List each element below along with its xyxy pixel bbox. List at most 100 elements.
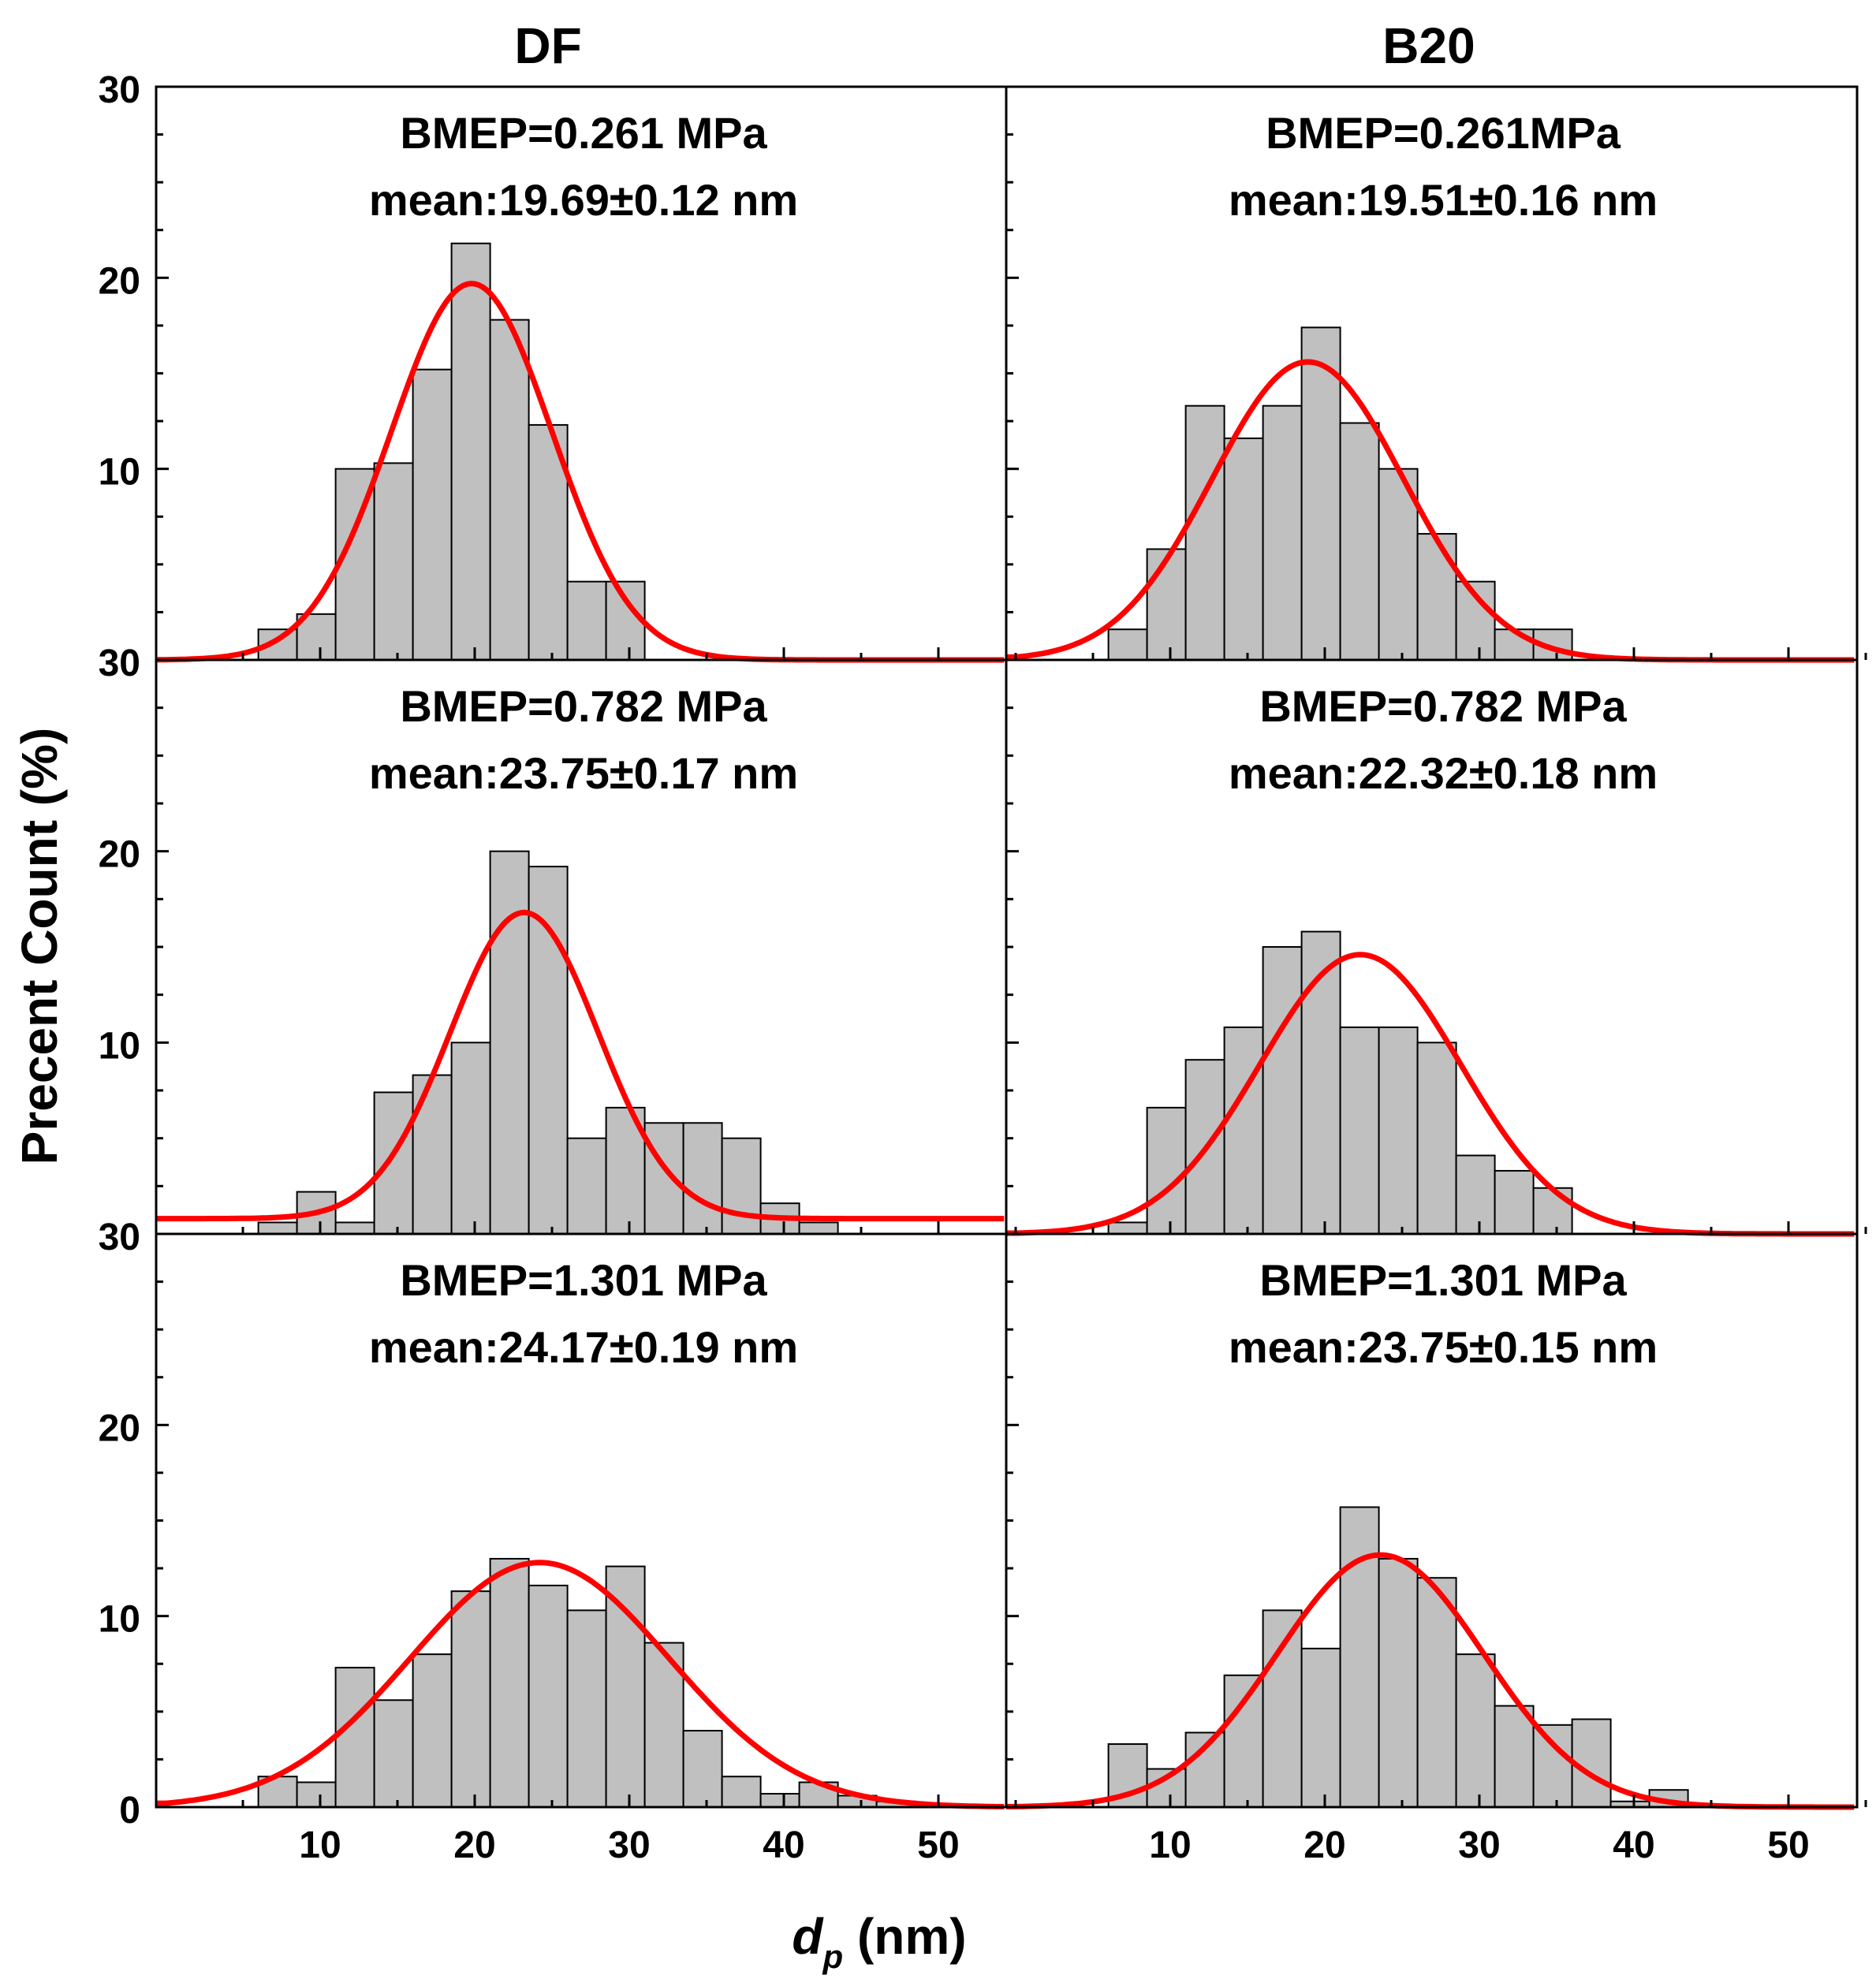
- bar: [528, 1584, 569, 1808]
- bar: [566, 1609, 607, 1808]
- bar: [1494, 1705, 1535, 1808]
- bar: [1494, 628, 1535, 662]
- panel-label-bmep: BMEP=0.782 MPa: [1259, 681, 1627, 731]
- bar: [1223, 1674, 1264, 1809]
- bar: [373, 1091, 414, 1235]
- x-tick-label: 10: [1149, 1824, 1191, 1866]
- bar: [1300, 930, 1341, 1235]
- y-tick-label: 10: [99, 1025, 140, 1067]
- column-title-b20: B20: [1382, 17, 1475, 74]
- bar: [1184, 404, 1225, 661]
- x-tick-label: 20: [453, 1824, 495, 1866]
- y-tick-label: 10: [99, 452, 140, 494]
- bar: [489, 1557, 530, 1808]
- bar: [450, 1042, 491, 1235]
- x-tick-label: 20: [1304, 1824, 1345, 1866]
- x-tick-label: 40: [1613, 1824, 1654, 1866]
- bar: [412, 1074, 453, 1235]
- bar: [1378, 1557, 1419, 1808]
- bar: [605, 580, 646, 661]
- bar: [798, 1221, 839, 1235]
- bar: [1262, 1609, 1303, 1808]
- bar: [1262, 404, 1303, 661]
- bar: [1532, 1187, 1573, 1235]
- x-axis-label: dp (nm): [792, 1908, 966, 1975]
- bar: [682, 1730, 723, 1808]
- y-tick-label: 30: [99, 69, 140, 111]
- bar: [798, 1781, 839, 1808]
- y-tick-label: 20: [99, 1407, 140, 1449]
- bar: [643, 1122, 684, 1235]
- bar: [1494, 1169, 1535, 1235]
- y-tick-label: 30: [99, 643, 140, 684]
- bar: [412, 368, 453, 661]
- bar: [1262, 946, 1303, 1235]
- bar: [373, 462, 414, 661]
- panel-label-mean: mean:22.32±0.18 nm: [1229, 748, 1658, 798]
- bar: [296, 1781, 337, 1808]
- x-axis-label-unit: (nm): [843, 1908, 966, 1965]
- bar: [1339, 1506, 1380, 1808]
- bar: [1107, 628, 1148, 662]
- bar: [1300, 1647, 1341, 1808]
- y-tick-label: 20: [99, 260, 140, 302]
- bar: [1416, 1042, 1457, 1235]
- bar: [1107, 1221, 1148, 1235]
- panel-b20-b: BMEP=0.782 MPa mean:22.32±0.18 nm: [1006, 681, 1855, 1237]
- bar: [450, 1590, 491, 1808]
- bar: [373, 1699, 414, 1808]
- bar: [1416, 1577, 1457, 1808]
- bar: [1416, 533, 1457, 661]
- bar: [721, 1776, 762, 1808]
- bar: [334, 1221, 375, 1235]
- panel-label-bmep: BMEP=0.261 MPa: [400, 108, 767, 158]
- bar: [682, 1122, 723, 1235]
- bar: [1146, 1106, 1187, 1235]
- panel-label-bmep: BMEP=0.261MPa: [1266, 108, 1621, 158]
- panel-label-mean: mean:23.75±0.15 nm: [1229, 1322, 1658, 1372]
- x-tick-label: 30: [1458, 1824, 1500, 1866]
- panel-label-bmep: BMEP=0.782 MPa: [400, 681, 767, 731]
- x-tick-label: 30: [608, 1824, 650, 1866]
- bar: [1532, 1724, 1573, 1808]
- y-tick-label: 20: [99, 834, 140, 876]
- panel-df-a: BMEP=0.261 MPa mean:19.69±0.12 nm: [156, 108, 1005, 663]
- bar: [1223, 1026, 1264, 1235]
- panel-label-mean: mean:19.51±0.16 nm: [1229, 175, 1658, 225]
- bar: [528, 866, 569, 1235]
- panel-df-b: BMEP=0.782 MPa mean:23.75±0.17 nm: [156, 681, 1005, 1235]
- x-tick-label: 10: [299, 1824, 341, 1866]
- axes-group: 30 20 10 30 20 10 30 20 10 0 10 20 30 40 50 10 20 30 40 50: [99, 69, 1867, 1866]
- panel-b20-a: BMEP=0.261MPa mean:19.51±0.16 nm: [1006, 108, 1855, 663]
- panel-label-mean: mean:19.69±0.12 nm: [369, 175, 798, 225]
- bar: [450, 242, 491, 662]
- bar: [759, 1793, 800, 1808]
- x-axis-label-main: d: [792, 1908, 824, 1965]
- x-axis-label-sub: p: [822, 1938, 844, 1975]
- fit-curve: [1006, 1552, 1855, 1810]
- bar: [257, 1221, 298, 1235]
- bar: [1146, 548, 1187, 661]
- bar: [1378, 1026, 1419, 1235]
- bar: [566, 1137, 607, 1235]
- bar: [1455, 1154, 1496, 1235]
- bar: [489, 319, 530, 661]
- y-axis-label: Precent Count (%): [11, 728, 68, 1165]
- bar: [1455, 1653, 1496, 1808]
- bar: [412, 1653, 453, 1808]
- bar: [489, 850, 530, 1235]
- panel-label-bmep: BMEP=1.301 MPa: [400, 1255, 767, 1305]
- bar: [1223, 437, 1264, 661]
- panel-df-c: BMEP=1.301 MPa mean:24.17±0.19 nm: [156, 1255, 1005, 1809]
- x-tick-label: 50: [917, 1824, 959, 1866]
- bar: [334, 1667, 375, 1809]
- y-tick-label: 10: [99, 1599, 140, 1641]
- panel-label-mean: mean:24.17±0.19 nm: [369, 1322, 798, 1372]
- panel-label-mean: mean:23.75±0.17 nm: [369, 748, 798, 798]
- column-title-df: DF: [514, 17, 581, 74]
- panel-b20-c: BMEP=1.301 MPa mean:23.75±0.15 nm: [1006, 1255, 1855, 1810]
- fit-curve: [156, 1560, 1005, 1809]
- y-tick-label: 30: [99, 1217, 140, 1258]
- bar: [721, 1137, 762, 1235]
